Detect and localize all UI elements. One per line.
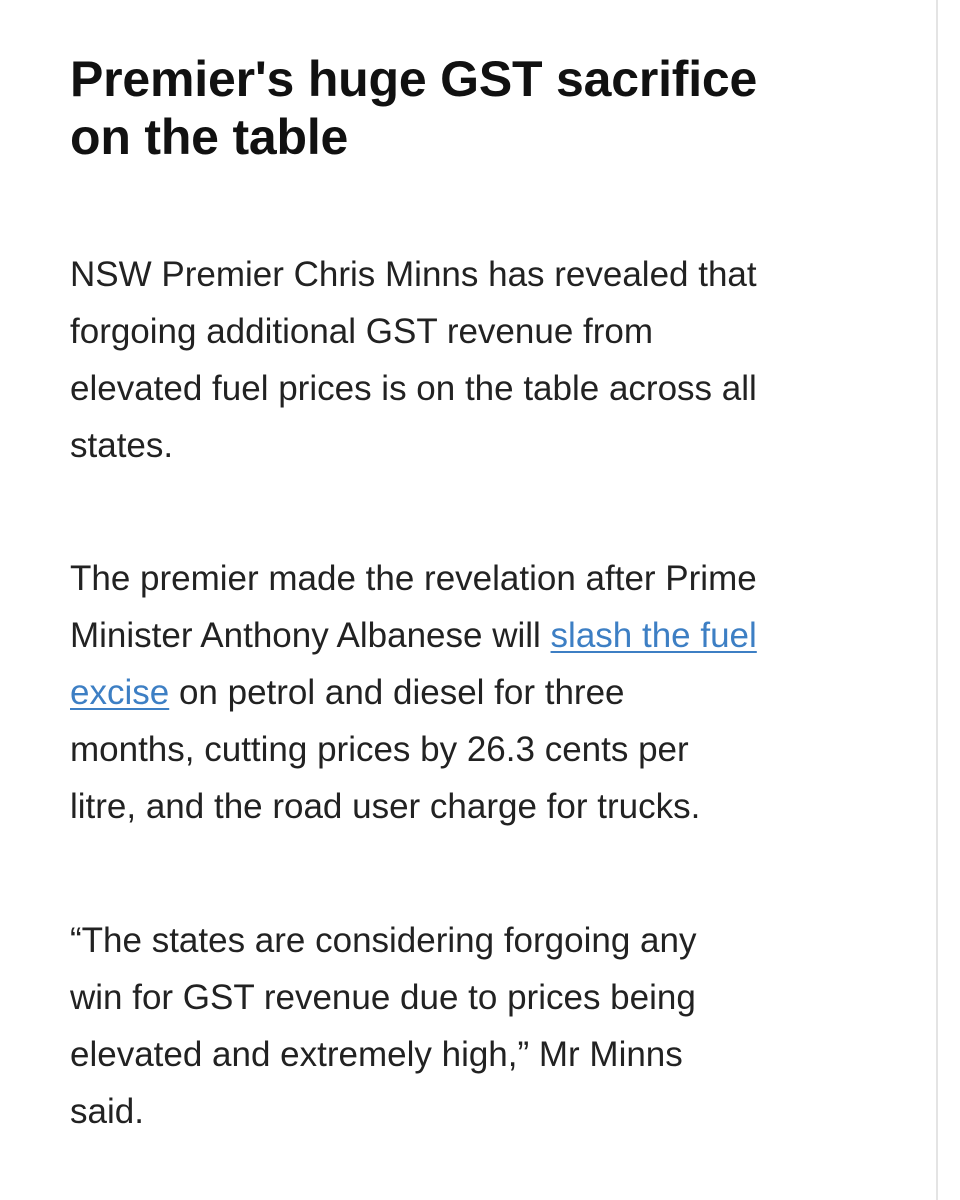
paragraph-3-line-4: said. bbox=[70, 1092, 144, 1131]
fuel-excise-link[interactable]: slash the fuel excise bbox=[70, 616, 757, 712]
paragraph-1-line-4: states. bbox=[70, 426, 174, 465]
paragraph-1-line-1: NSW Premier Chris Minns has revealed tha… bbox=[70, 255, 757, 294]
paragraph-2-line-4: months, cutting prices by 26.3 cents per bbox=[70, 730, 689, 769]
right-divider bbox=[936, 0, 938, 1200]
paragraph-3-line-2: win for GST revenue due to prices being bbox=[70, 978, 696, 1017]
paragraph-3-line-1: “The states are considering forgoing any bbox=[70, 921, 697, 960]
paragraph-1-line-2: forgoing additional GST revenue from bbox=[70, 312, 654, 351]
paragraph-1: NSW Premier Chris Minns has revealed tha… bbox=[70, 246, 930, 474]
paragraph-3-line-3: elevated and extremely high,” Mr Minns bbox=[70, 1035, 683, 1074]
fuel-excise-link-part-1[interactable]: slash the fuel bbox=[550, 616, 757, 655]
paragraph-2-line-1: The premier made the revelation after Pr… bbox=[70, 559, 757, 598]
paragraph-2-line-2: Minister Anthony Albanese will bbox=[70, 616, 551, 655]
paragraph-2-line-5: litre, and the road user charge for truc… bbox=[70, 787, 701, 826]
paragraph-1-line-3: elevated fuel prices is on the table acr… bbox=[70, 369, 757, 408]
paragraph-3-quote: “The states are considering forgoing any… bbox=[70, 912, 930, 1140]
paragraph-2-line-3-rest: on petrol and diesel for three bbox=[169, 673, 625, 712]
headline-line-2: on the table bbox=[70, 109, 349, 165]
article-headline: Premier's huge GST sacrifice on the table bbox=[70, 50, 920, 166]
paragraph-2: The premier made the revelation after Pr… bbox=[70, 550, 930, 835]
headline-line-1: Premier's huge GST sacrifice bbox=[70, 51, 758, 107]
fuel-excise-link-part-2[interactable]: excise bbox=[70, 673, 170, 712]
